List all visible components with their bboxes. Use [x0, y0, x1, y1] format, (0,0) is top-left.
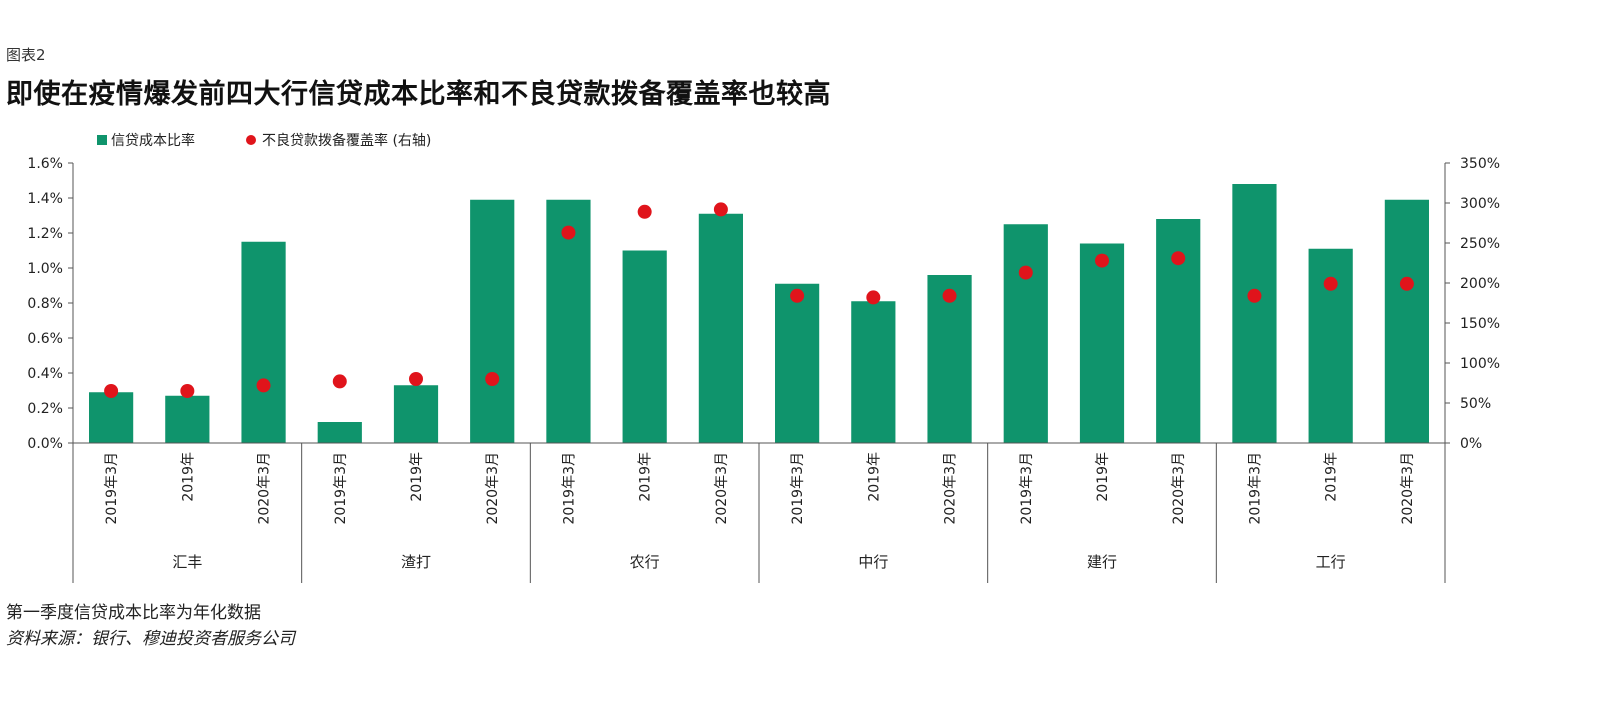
period-label: 2020年3月	[1171, 452, 1187, 525]
left-tick-label: 0.4%	[27, 366, 63, 382]
period-label: 2020年3月	[257, 452, 273, 525]
coverage-dot	[104, 384, 119, 398]
period-label: 2019年	[409, 452, 425, 502]
group-label: 农行	[630, 553, 660, 571]
coverage-dot	[1399, 276, 1414, 291]
axes: 0.0% 0.2% 0.4% 0.6% 0.8% 1.0% 1.2% 1.4% 1.6% 0% 50…	[27, 156, 1500, 452]
credit-cost-bar	[622, 250, 667, 443]
legend-bar-label: 信贷成本比率	[111, 132, 195, 149]
left-tick-label: 1.0%	[27, 261, 63, 277]
bars	[89, 184, 1429, 443]
right-tick-label: 0%	[1460, 436, 1482, 452]
period-label: 2019年	[1324, 452, 1340, 502]
credit-cost-bar	[1003, 224, 1048, 443]
coverage-dot	[866, 290, 881, 305]
legend-dot-label: 不良贷款拨备覆盖率 (右轴)	[262, 132, 431, 149]
group-label: 中行	[858, 553, 888, 571]
coverage-dot	[790, 288, 805, 303]
x-axis: 2019年3月 2019年 2020年3月 2019年3月 2019年 2020年3月 20…	[72, 442, 1446, 583]
period-label: 2019年	[1095, 452, 1111, 502]
coverage-dot	[637, 204, 652, 219]
period-label: 2019年3月	[333, 452, 349, 525]
credit-cost-bar	[1079, 243, 1125, 443]
coverage-dot	[713, 202, 728, 217]
left-tick-label: 0.6%	[27, 331, 63, 347]
left-tick-label: 0.8%	[27, 296, 63, 312]
source-note: 资料来源：银行、穆迪投资者服务公司	[6, 629, 295, 649]
left-tick-label: 1.6%	[27, 156, 63, 172]
group-label: 建行	[1087, 553, 1117, 571]
right-tick-label: 150%	[1460, 316, 1500, 332]
right-tick-label: 200%	[1460, 276, 1500, 292]
credit-cost-bar	[470, 199, 515, 443]
credit-cost-bar	[927, 275, 972, 443]
coverage-dot	[561, 225, 576, 240]
left-tick-label: 0.2%	[27, 401, 63, 417]
period-label: 2019年3月	[561, 452, 577, 525]
credit-cost-bar	[1384, 199, 1429, 443]
period-label: 2019年3月	[790, 452, 806, 525]
dots	[104, 202, 1414, 398]
group-label: 工行	[1316, 553, 1346, 571]
left-tick-label: 1.4%	[27, 191, 63, 207]
credit-cost-bar	[698, 213, 743, 443]
coverage-dot	[1171, 251, 1186, 266]
period-label: 2019年	[638, 452, 654, 502]
footnote: 第一季度信贷成本比率为年化数据	[6, 603, 261, 623]
period-label: 2019年	[866, 452, 882, 502]
period-label: 2020年3月	[1400, 452, 1416, 525]
coverage-dot	[256, 378, 271, 393]
credit-cost-bar	[851, 301, 896, 443]
period-label: 2019年3月	[104, 452, 120, 525]
period-label: 2020年3月	[485, 452, 501, 525]
left-tick-label: 0.0%	[27, 436, 63, 452]
right-tick-label: 350%	[1460, 156, 1500, 172]
legend-bar-swatch	[97, 135, 107, 145]
chart-title: 即使在疫情爆发前四大行信贷成本比率和不良贷款拨备覆盖率也较高	[6, 79, 831, 110]
period-label: 2019年3月	[1247, 452, 1263, 525]
coverage-dot	[1323, 276, 1338, 291]
period-label: 2019年3月	[1019, 452, 1035, 525]
period-label: 2020年3月	[714, 452, 730, 525]
period-label: 2020年3月	[943, 452, 959, 525]
credit-cost-bar	[393, 385, 439, 443]
credit-cost-bar	[165, 395, 210, 443]
period-label: 2019年	[180, 452, 196, 502]
coverage-dot	[1247, 288, 1262, 303]
group-label: 渣打	[401, 553, 431, 571]
coverage-dot	[409, 372, 423, 386]
credit-cost-bar	[546, 199, 591, 443]
left-tick-label: 1.2%	[27, 226, 63, 242]
coverage-dot	[332, 374, 347, 389]
coverage-dot	[1018, 265, 1033, 280]
coverage-dot	[1095, 253, 1109, 268]
figure-label: 图表2	[6, 46, 46, 64]
credit-cost-bar	[317, 422, 362, 443]
coverage-dot	[485, 372, 500, 386]
credit-cost-bar	[241, 241, 286, 443]
coverage-dot	[180, 384, 195, 398]
legend: 信贷成本比率 不良贷款拨备覆盖率 (右轴)	[97, 132, 431, 149]
right-tick-label: 300%	[1460, 196, 1500, 212]
right-tick-label: 50%	[1460, 396, 1491, 412]
coverage-dot	[942, 288, 957, 303]
credit-cost-bar	[775, 283, 820, 443]
credit-cost-bar	[1232, 184, 1277, 443]
credit-cost-bar	[89, 392, 134, 443]
right-tick-label: 100%	[1460, 356, 1500, 372]
right-tick-label: 250%	[1460, 236, 1500, 252]
legend-dot-swatch	[246, 135, 256, 145]
group-label: 汇丰	[172, 553, 202, 571]
